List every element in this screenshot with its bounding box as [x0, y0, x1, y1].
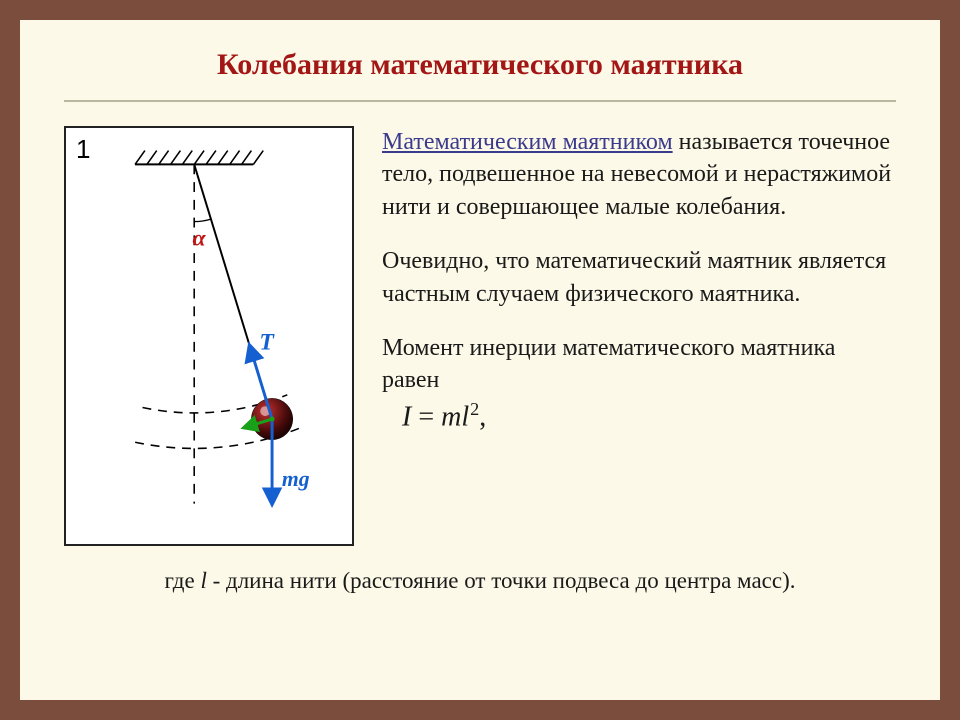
- svg-text:T: T: [259, 329, 275, 355]
- moment-line: Момент инерции математического маятника …: [382, 332, 896, 397]
- diagram-number: 1: [76, 134, 90, 165]
- note-paragraph: Очевидно, что математический маятник явл…: [382, 245, 896, 310]
- formula: I = ml2,: [402, 397, 896, 436]
- divider: [64, 100, 896, 102]
- moment-text: Момент инерции математического маятника …: [382, 332, 896, 397]
- footnote: где l - длина нити (расстояние от точки …: [64, 568, 896, 594]
- svg-text:α: α: [193, 225, 207, 251]
- term-underlined: Математическим маятником: [382, 129, 673, 155]
- pendulum-svg: α Tmg: [66, 128, 352, 544]
- page-title: Колебания математического маятника: [64, 48, 896, 82]
- content-row: 1 α Tmg Математическим маятником называет…: [64, 126, 896, 546]
- definition-paragraph: Математическим маятником называется точе…: [382, 126, 896, 223]
- svg-text:mg: mg: [282, 467, 310, 491]
- text-column: Математическим маятником называется точе…: [382, 126, 896, 436]
- pendulum-diagram: 1 α Tmg: [64, 126, 354, 546]
